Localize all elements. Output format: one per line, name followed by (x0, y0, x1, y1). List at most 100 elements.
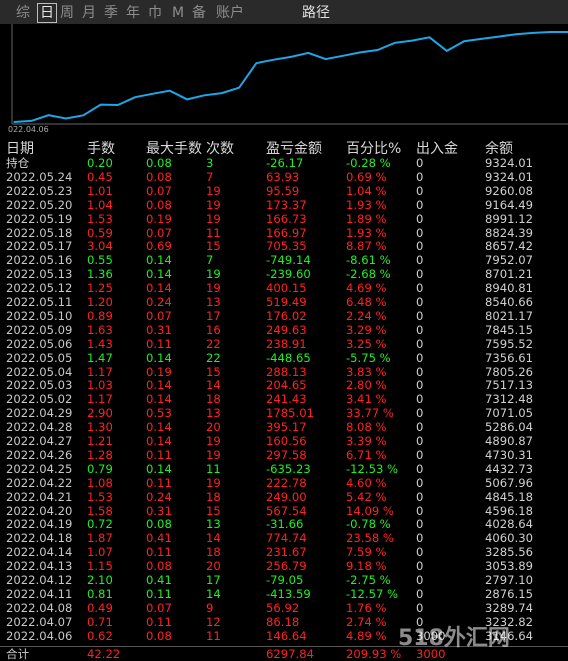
cell-count: 11 (206, 628, 221, 643)
cell-pct: 4.60 % (346, 475, 387, 490)
cell-bal: 3289.74 (485, 600, 533, 615)
cell-date: 2022.04.13 (6, 559, 73, 574)
cell-maxhands: 0.08 (146, 559, 172, 574)
cell-count: 22 (206, 336, 221, 351)
balance-line-chart: 022.04.06 (8, 24, 568, 134)
tab-1[interactable]: 日 (37, 3, 57, 23)
cell-bal: 8940.81 (485, 281, 533, 296)
table-row: 2022.04.08 0.49 0.07 9 56.92 1.76 % 0 3289.74 (0, 601, 568, 615)
cell-bal: 8991.12 (485, 211, 533, 226)
cell-io: 0 (416, 281, 424, 296)
cell-date: 2022.04.08 (6, 600, 73, 615)
cell-pct: -12.53 % (346, 461, 399, 476)
cell-bal: 8540.66 (485, 295, 533, 309)
tab-4[interactable]: 季 (104, 5, 118, 21)
cell-pnl: 241.43 (266, 392, 307, 407)
tab-3[interactable]: 月 (82, 5, 96, 21)
cell-maxhands: 0.08 (146, 156, 172, 170)
tab-8[interactable]: 备 (192, 5, 206, 21)
cell-io: 0 (416, 308, 424, 323)
cell-count: 11 (206, 461, 221, 476)
col-hands: 手数 (87, 141, 115, 157)
cell-date: 2022.05.02 (6, 392, 73, 407)
cell-date: 2022.05.11 (6, 295, 73, 309)
cell-bal: 9324.01 (485, 169, 533, 184)
cell-pnl: 176.02 (266, 308, 307, 323)
cell-maxhands: 0.14 (146, 378, 172, 393)
balance-point (151, 93, 154, 95)
cell-io: 0 (416, 503, 424, 518)
table-header: 日期 手数 最大手数 次数 盈亏金额 百分比% 出入金 余额 (0, 137, 568, 157)
cell-date: 2022.05.24 (6, 169, 73, 184)
cell-maxhands: 0.07 (146, 225, 172, 240)
table-row: 2022.04.28 1.30 0.14 20 395.17 8.08 % 0 5286.04 (0, 420, 568, 434)
table-row: 2022.05.18 0.59 0.07 11 166.97 1.93 % 0 8824.39 (0, 226, 568, 240)
cell-hands: 1.43 (87, 336, 113, 351)
cell-hands: 1.53 (87, 211, 113, 226)
tab-2[interactable]: 周 (60, 5, 74, 21)
cell-pct: -8.61 % (346, 253, 391, 268)
cell-maxhands: 0.14 (146, 253, 172, 268)
cell-pct: 0.69 % (346, 169, 387, 184)
balance-point (134, 96, 136, 98)
balance-point (117, 104, 119, 106)
cell-bal: 4845.18 (485, 489, 533, 504)
cell-bal: 3146.64 (485, 628, 533, 643)
cell-hands: 0.71 (87, 614, 113, 629)
table-row: 2022.05.24 0.45 0.08 7 63.93 0.69 % 0 9324.01 (0, 170, 568, 184)
cell-pct: 1.93 % (346, 197, 387, 212)
cell-count: 17 (206, 308, 221, 323)
cell-count: 3 (206, 156, 214, 170)
cell-pct: 14.09 % (346, 503, 394, 518)
tab-6[interactable]: 巾 (148, 5, 162, 21)
table-row: 2022.05.03 1.03 0.14 14 204.65 2.80 % 0 7517.13 (0, 378, 568, 392)
tab-0[interactable]: 综 (16, 5, 30, 21)
total-row: 合计 42.22 6297.84 209.93 % 3000 (0, 646, 568, 661)
cell-count: 16 (206, 322, 221, 337)
cell-maxhands: 0.14 (146, 392, 172, 407)
cell-pnl: 256.79 (266, 559, 307, 574)
cell-maxhands: 0.11 (146, 586, 172, 601)
cell-hands: 1.47 (87, 350, 113, 365)
table-row: 2022.05.11 1.20 0.24 13 519.49 6.48 % 0 8540.66 (0, 295, 568, 309)
cell-pnl: 519.49 (266, 295, 307, 309)
cell-pct: 3.39 % (346, 434, 387, 448)
cell-date: 2022.05.18 (6, 225, 73, 240)
cell-count: 13 (206, 295, 221, 309)
cell-io: 0 (416, 573, 424, 587)
cell-maxhands: 0.31 (146, 503, 172, 518)
cell-maxhands: 0.19 (146, 364, 172, 379)
cell-count: 15 (206, 364, 221, 379)
cell-io: 0 (416, 211, 424, 226)
cell-date: 2022.05.04 (6, 364, 73, 379)
cell-io: 0 (416, 295, 424, 309)
cell-bal: 7845.15 (485, 322, 533, 337)
tab-9[interactable]: 账户 (216, 5, 244, 21)
cell-hands: 1.08 (87, 475, 113, 490)
cell-count: 22 (206, 350, 221, 365)
cell-date: 持仓 (6, 156, 30, 170)
cell-io: 0 (416, 156, 424, 170)
cell-date: 2022.05.06 (6, 336, 73, 351)
balance-point (65, 117, 67, 120)
balance-point (238, 87, 240, 89)
cell-maxhands: 0.11 (146, 336, 172, 351)
tab-5[interactable]: 年 (126, 5, 140, 21)
cell-io: 0 (416, 461, 424, 476)
cell-date: 2022.05.03 (6, 378, 73, 393)
cell-count: 20 (206, 420, 221, 435)
page-title: 路径 (302, 5, 330, 21)
cell-bal: 7952.07 (485, 253, 533, 268)
balance-point (325, 58, 327, 60)
table-row: 2022.05.10 0.89 0.07 17 176.02 2.24 % 0 8021.17 (0, 309, 568, 323)
cell-pct: 8.87 % (346, 239, 387, 254)
balance-point (376, 49, 379, 51)
cell-bal: 8657.42 (485, 239, 533, 254)
tab-7[interactable]: M (172, 5, 185, 21)
cell-pnl: 238.91 (266, 336, 307, 351)
cell-io: 0 (416, 322, 424, 337)
cell-pnl: -413.59 (266, 586, 311, 601)
cell-maxhands: 0.14 (146, 350, 172, 365)
balance-point (498, 35, 500, 38)
cell-hands: 0.20 (87, 156, 113, 170)
